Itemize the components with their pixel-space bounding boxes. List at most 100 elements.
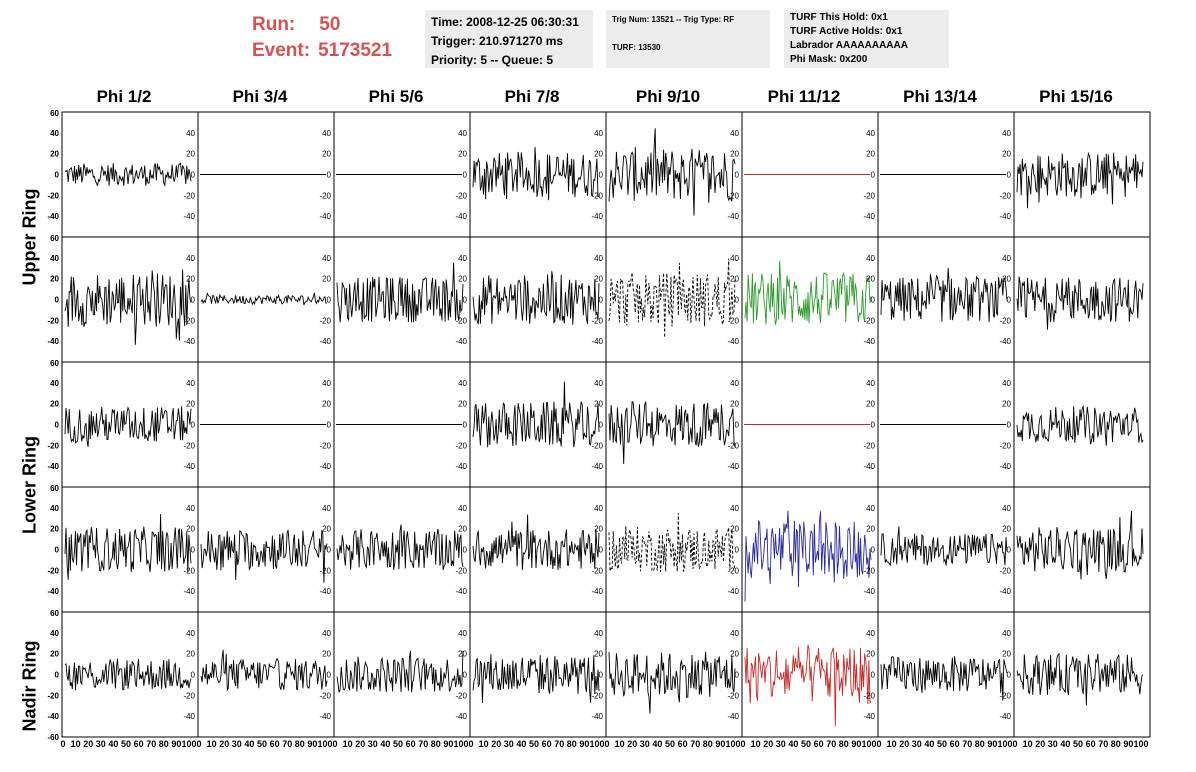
x-tick-label: 40 — [924, 739, 934, 749]
panel-frame — [877, 486, 1015, 613]
y-tick-label: -20 — [455, 316, 467, 325]
y-tick-label: 40 — [594, 129, 603, 138]
x-tick-label: 80 — [159, 739, 169, 749]
y-tick-label: 40 — [1002, 129, 1011, 138]
x-tick-label: 10 — [1023, 739, 1033, 749]
y-tick-label: 40 — [322, 379, 331, 388]
x-tick-label: 80 — [567, 739, 577, 749]
y-tick-label: -40 — [999, 212, 1011, 221]
column-header-phi-13-14: Phi 13/14 — [903, 87, 977, 106]
y-tick-label: 0 — [55, 296, 60, 305]
trace-waveform — [744, 260, 872, 325]
y-tick-label: 20 — [866, 400, 875, 409]
trace-waveform — [64, 269, 192, 345]
y-tick-label: 40 — [730, 504, 739, 513]
y-tick-label: -20 — [319, 191, 331, 200]
x-tick-label: 0 — [1012, 739, 1017, 749]
y-tick-label: -20 — [863, 441, 875, 450]
panel-frame — [605, 361, 743, 488]
y-tick-label: 0 — [1007, 671, 1012, 680]
x-tick-label: 100 — [861, 739, 876, 749]
x-tick-label: 90 — [579, 739, 589, 749]
x-tick-label: 10 — [479, 739, 489, 749]
y-tick-label: 20 — [322, 400, 331, 409]
x-tick-label: 80 — [431, 739, 441, 749]
turf-this-hold-text: TURF This Hold: 0x1 — [790, 12, 888, 23]
y-tick-label: 0 — [1007, 546, 1012, 555]
x-tick-label: 40 — [788, 739, 798, 749]
y-tick-label: 40 — [186, 379, 195, 388]
y-tick-label: -40 — [863, 712, 875, 721]
x-tick-label: 80 — [295, 739, 305, 749]
x-tick-label: 10 — [887, 739, 897, 749]
y-tick-label: -40 — [183, 212, 195, 221]
x-tick-label: 30 — [640, 739, 650, 749]
x-tick-label: 40 — [1060, 739, 1070, 749]
panel-frame — [1013, 611, 1151, 738]
x-tick-label: 90 — [715, 739, 725, 749]
x-tick-label: 50 — [257, 739, 267, 749]
y-tick-label: 20 — [186, 525, 195, 534]
trace-waveform — [880, 267, 1008, 323]
trace-waveform — [608, 401, 736, 464]
y-tick-label: -40 — [319, 462, 331, 471]
y-tick-label: 40 — [1002, 379, 1011, 388]
x-tick-label: 70 — [690, 739, 700, 749]
trace-waveform — [64, 406, 192, 447]
x-tick-label: 100 — [453, 739, 468, 749]
x-tick-label: 30 — [232, 739, 242, 749]
y-tick-label: 20 — [322, 275, 331, 284]
trig-num-box: Trig Num: 13521 -- Trig Type: RF TURF: 1… — [606, 10, 770, 68]
x-tick-label: 20 — [83, 739, 93, 749]
x-tick-label: 20 — [899, 739, 909, 749]
y-tick-label: -40 — [455, 212, 467, 221]
y-tick-label: 20 — [458, 525, 467, 534]
y-tick-label: -40 — [455, 712, 467, 721]
x-tick-label: 80 — [1111, 739, 1121, 749]
x-tick-label: 40 — [652, 739, 662, 749]
y-tick-label: -40 — [591, 212, 603, 221]
x-tick-label: 50 — [1073, 739, 1083, 749]
y-tick-label: -40 — [863, 212, 875, 221]
y-tick-label: 40 — [50, 254, 59, 263]
y-tick-label: 40 — [730, 254, 739, 263]
y-tick-label: -40 — [863, 587, 875, 596]
x-tick-label: 30 — [504, 739, 514, 749]
trace-waveform — [64, 162, 192, 188]
x-tick-label: 0 — [468, 739, 473, 749]
trig-num-text: Trig Num: 13521 -- Trig Type: RF — [612, 15, 735, 24]
trace-waveform — [200, 649, 328, 692]
x-tick-label: 60 — [1086, 739, 1096, 749]
x-tick-label: 0 — [876, 739, 881, 749]
x-tick-label: 90 — [443, 739, 453, 749]
x-tick-label: 90 — [987, 739, 997, 749]
x-tick-label: 20 — [491, 739, 501, 749]
y-tick-label: -20 — [319, 566, 331, 575]
y-tick-label: 0 — [191, 171, 196, 180]
x-tick-label: 40 — [380, 739, 390, 749]
trace-waveform — [336, 262, 464, 323]
y-tick-label: 0 — [191, 421, 196, 430]
y-tick-label: 0 — [1007, 171, 1012, 180]
y-tick-label: -20 — [47, 441, 59, 450]
event-value: 5173521 — [318, 40, 393, 61]
y-tick-label: 40 — [866, 504, 875, 513]
y-tick-label: 20 — [730, 400, 739, 409]
y-tick-label: 20 — [730, 525, 739, 534]
y-tick-label: 20 — [1002, 400, 1011, 409]
phi-mask-text: Phi Mask: 0x200 — [790, 54, 868, 65]
y-tick-label: 40 — [866, 129, 875, 138]
panel-frame — [197, 611, 335, 738]
y-tick-label: 0 — [327, 296, 332, 305]
x-tick-label: 30 — [912, 739, 922, 749]
y-tick-label: 0 — [463, 421, 468, 430]
y-tick-label: 0 — [871, 421, 876, 430]
y-tick-label: 20 — [458, 400, 467, 409]
y-tick-label: -40 — [319, 337, 331, 346]
trace-waveform — [880, 656, 1008, 701]
y-tick-label: 0 — [327, 546, 332, 555]
y-tick-label: 0 — [463, 671, 468, 680]
y-tick-label: -20 — [183, 441, 195, 450]
y-tick-label: 20 — [594, 525, 603, 534]
column-header-phi-1-2: Phi 1/2 — [96, 87, 152, 106]
